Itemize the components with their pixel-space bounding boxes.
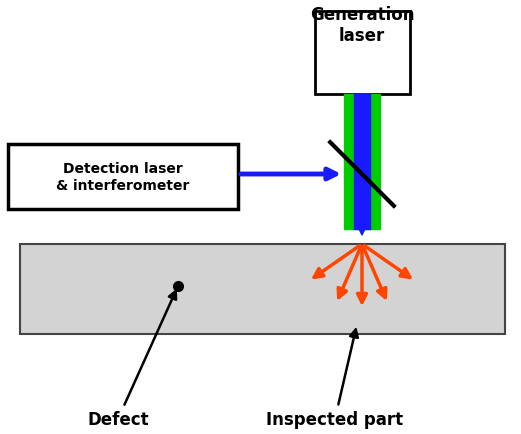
Bar — [315, 12, 410, 95]
Text: Generation
laser: Generation laser — [310, 6, 414, 45]
Bar — [8, 145, 238, 210]
Text: Defect: Defect — [87, 291, 176, 428]
Text: Inspected part: Inspected part — [266, 330, 404, 428]
Text: Detection laser
& interferometer: Detection laser & interferometer — [56, 162, 190, 192]
Bar — [20, 244, 505, 334]
